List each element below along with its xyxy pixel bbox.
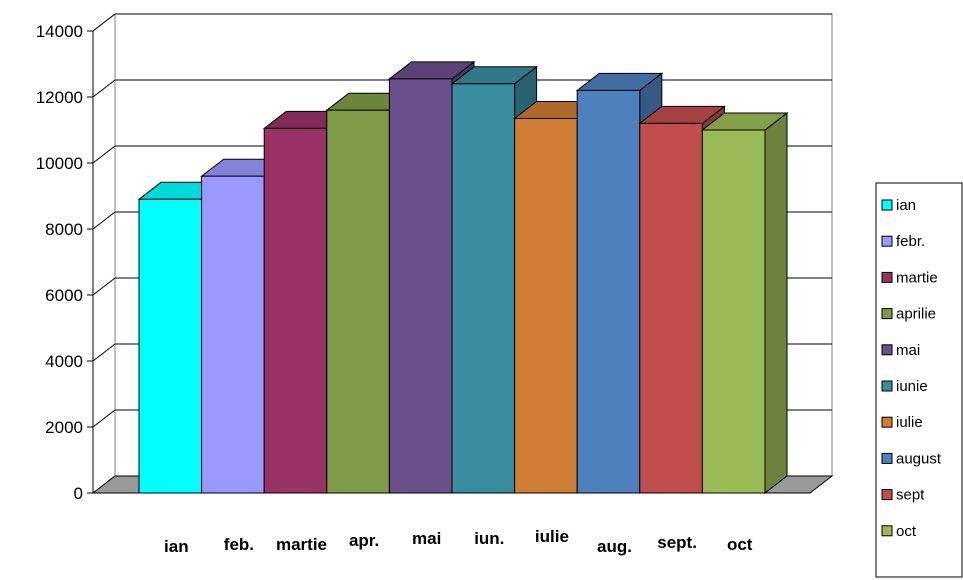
y-tick-label: 2000 (45, 418, 83, 437)
legend-swatch (881, 489, 893, 501)
y-tick-label: 6000 (45, 286, 83, 305)
x-category-label: mai (412, 529, 441, 548)
y-tick-label: 8000 (45, 220, 83, 239)
x-category-label: feb. (224, 535, 254, 554)
gridline-side (92, 79, 116, 98)
bar-front (201, 175, 265, 494)
y-tick-label: 12000 (36, 88, 83, 107)
bars (137, 60, 789, 495)
bar-front (263, 127, 328, 494)
legend: ian febr. martie aprilie mai iunie iulie august… (875, 182, 963, 578)
bar-front (451, 83, 516, 494)
legend-swatch (881, 525, 893, 537)
legend-swatch (881, 308, 893, 320)
legend-swatch (881, 416, 893, 428)
legend-entry-label: aprilie (896, 306, 936, 323)
legend-entry-label: febr. (896, 233, 925, 250)
x-category-label: martie (276, 535, 327, 554)
bar-side (764, 111, 788, 495)
legend-swatch (881, 271, 893, 283)
legend-entry-label: martie (896, 269, 938, 286)
legend-entry-label: ian (896, 197, 916, 214)
bar-front (639, 122, 703, 494)
x-category-label: oct (727, 535, 753, 554)
gridline-side (92, 277, 116, 296)
x-category-label: iulie (535, 527, 569, 546)
gridline-side (92, 13, 116, 32)
gridline-side (92, 211, 116, 230)
bar-front (701, 129, 766, 494)
bar-front (326, 109, 390, 494)
x-category-label: iun. (474, 529, 504, 548)
y-axis-ticks: 0 2000 4000 6000 8000 10000 12000 14000 (36, 22, 83, 503)
x-axis-labels: ian feb. martie apr. mai iun. iulie aug. sept. oc… (164, 527, 753, 556)
gridline-side (92, 145, 116, 164)
x-category-label: apr. (349, 531, 379, 550)
legend-entry-label: mai (896, 342, 920, 359)
bar-front (388, 78, 453, 494)
legend-box (875, 182, 963, 578)
legend-entry-label: oct (896, 523, 917, 540)
y-tick-label: 4000 (45, 352, 83, 371)
gridline-side (92, 409, 116, 428)
bar-front (576, 89, 641, 494)
legend-entry-label: sept (896, 487, 925, 504)
legend-swatch (881, 344, 893, 356)
bar-front (138, 198, 203, 494)
side-wall-panel (92, 12, 116, 495)
legend-swatch (881, 199, 893, 211)
y-tick-label: 14000 (36, 22, 83, 41)
legend-entry-label: iulie (896, 414, 923, 431)
legend-entry-label: august (896, 450, 942, 467)
legend-entry-label: iunie (896, 378, 928, 395)
gridline-side (92, 343, 116, 362)
x-category-label: sept. (657, 533, 697, 552)
legend-swatch (881, 380, 893, 392)
legend-swatch (881, 452, 893, 464)
x-category-label: ian (164, 537, 189, 556)
x-category-label: aug. (597, 537, 632, 556)
y-tick-label: 10000 (36, 154, 83, 173)
bar-oct (700, 111, 789, 495)
bar-front (514, 117, 578, 494)
legend-swatch (881, 235, 893, 247)
y-tick-label: 0 (74, 484, 83, 503)
